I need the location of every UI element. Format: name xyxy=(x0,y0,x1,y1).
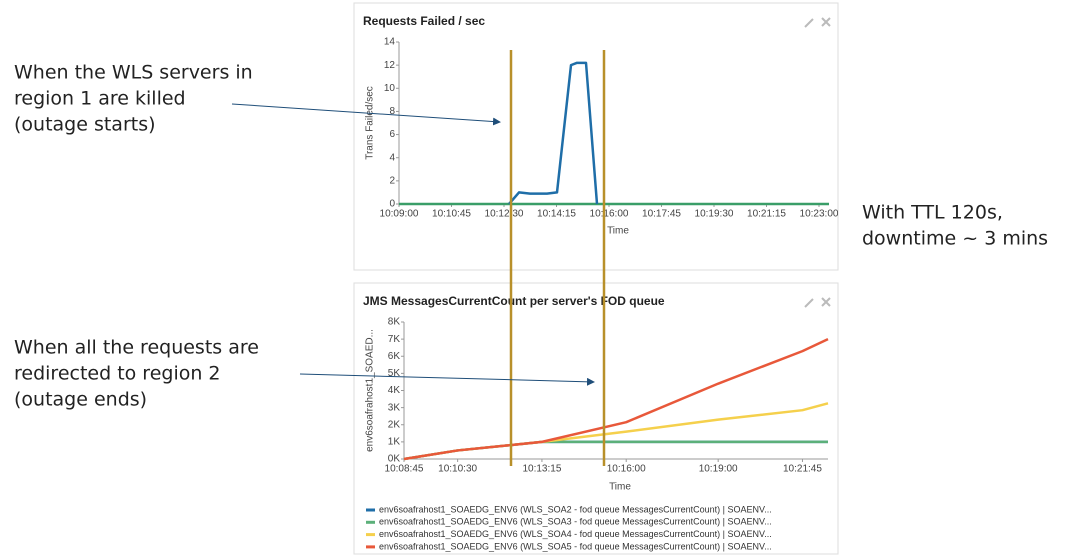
annotation-text: When all the requests are xyxy=(14,337,259,359)
markers xyxy=(509,50,606,466)
x-tick-label: 10:21:45 xyxy=(783,464,822,475)
charts: Requests Failed / sec Time Trans Failed/se… xyxy=(363,14,839,551)
y-tick-label: 12 xyxy=(384,60,396,71)
annotation-text: With TTL 120s, xyxy=(862,202,1003,224)
x-tick-label: 10:12:30 xyxy=(485,209,524,220)
y-tick-label: 6 xyxy=(389,129,395,140)
legend-label: env6soafrahost1_SOAEDG_ENV6 (WLS_SOA4 - … xyxy=(379,529,772,539)
x-tick-label: 10:21:15 xyxy=(747,209,786,220)
y-axis-label: Trans Failed/sec xyxy=(365,86,376,160)
x-tick-label: 10:10:30 xyxy=(438,464,477,475)
y-tick-label: 6K xyxy=(388,351,401,362)
x-axis-label: Time xyxy=(607,226,629,237)
x-tick-label: 10:10:45 xyxy=(432,209,471,220)
x-tick-label: 10:16:00 xyxy=(590,209,629,220)
y-tick-label: 10 xyxy=(384,83,396,94)
y-tick-label: 7K xyxy=(388,334,401,345)
annotation-text: downtime ~ 3 mins xyxy=(862,228,1048,250)
x-tick-label: 10:17:45 xyxy=(642,209,681,220)
y-axis-label: env6soafrahost1_SOAED... xyxy=(365,329,376,452)
chart-title: Requests Failed / sec xyxy=(363,14,485,28)
y-tick-label: 8K xyxy=(388,317,401,328)
x-tick-label: 10:23:00 xyxy=(800,209,839,220)
y-tick-label: 2 xyxy=(389,175,395,186)
panel-icons[interactable] xyxy=(804,17,831,308)
series-line xyxy=(403,337,829,461)
legend-label: env6soafrahost1_SOAEDG_ENV6 (WLS_SOA3 - … xyxy=(379,517,772,527)
y-tick-label: 14 xyxy=(384,37,396,48)
x-axis-label: Time xyxy=(609,482,631,493)
chart-title: JMS MessagesCurrentCount per server's FO… xyxy=(363,294,665,308)
annotation-text: (outage ends) xyxy=(14,389,147,411)
x-tick-label: 10:13:15 xyxy=(522,464,561,475)
x-tick-label: 10:14:15 xyxy=(537,209,576,220)
annotation-text: redirected to region 2 xyxy=(14,363,221,385)
series-line xyxy=(508,61,599,205)
y-tick-label: 4K xyxy=(388,385,401,396)
y-tick-label: 0K xyxy=(388,454,401,465)
panel xyxy=(353,282,839,555)
y-tick-label: 3K xyxy=(388,402,401,413)
legend-label: env6soafrahost1_SOAEDG_ENV6 (WLS_SOA5 - … xyxy=(379,541,772,551)
annotation-text: region 1 are killed xyxy=(14,88,186,110)
x-tick-label: 10:19:00 xyxy=(699,464,738,475)
y-tick-label: 2K xyxy=(388,419,401,430)
y-tick-label: 1K xyxy=(388,437,401,448)
y-tick-label: 0 xyxy=(389,199,395,210)
y-tick-label: 4 xyxy=(389,152,395,163)
x-tick-label: 10:09:00 xyxy=(380,209,419,220)
x-tick-label: 10:08:45 xyxy=(385,464,424,475)
x-tick-label: 10:16:00 xyxy=(607,464,646,475)
annotation-text: When the WLS servers in xyxy=(14,62,253,84)
legend-label: env6soafrahost1_SOAEDG_ENV6 (WLS_SOA2 - … xyxy=(379,504,772,514)
annotations: When the WLS servers in region 1 are kill… xyxy=(14,62,1048,411)
annotation-text: (outage starts) xyxy=(14,114,156,136)
y-tick-label: 5K xyxy=(388,368,401,379)
arrows xyxy=(231,103,595,386)
y-tick-label: 8 xyxy=(389,106,395,117)
x-tick-label: 10:19:30 xyxy=(695,209,734,220)
panel xyxy=(353,2,839,271)
